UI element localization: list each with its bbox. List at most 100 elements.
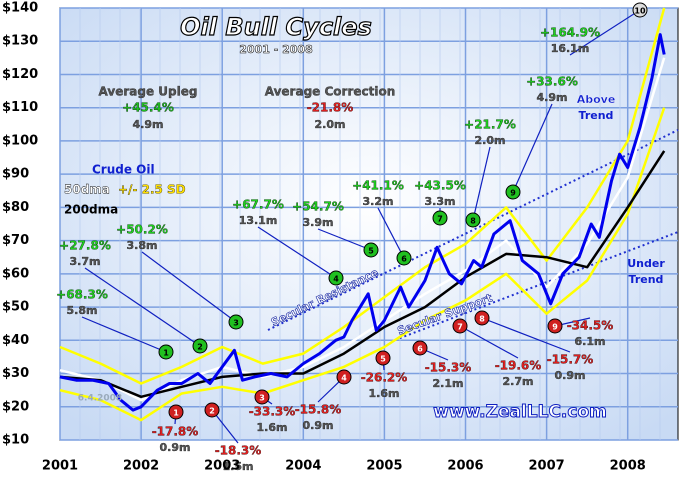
pointer xyxy=(377,207,405,259)
pointer xyxy=(81,316,167,353)
upleg-number: 5 xyxy=(368,247,374,256)
under-trend: Trend xyxy=(629,273,664,286)
correction-marker xyxy=(412,340,428,356)
upleg-marker xyxy=(505,184,521,200)
annotation: +45.4% xyxy=(122,101,174,115)
annotation: +50.2% xyxy=(116,223,168,237)
pointer xyxy=(84,267,201,347)
upleg-number: 3 xyxy=(233,319,239,328)
correction-marker xyxy=(204,402,220,418)
correction-marker xyxy=(336,369,352,385)
upleg-number: 10 xyxy=(634,7,646,16)
y-tick-label: $10 xyxy=(2,433,29,448)
annotation: -15.3% xyxy=(425,361,472,375)
upleg-number: 8 xyxy=(470,217,476,226)
upleg-number: 7 xyxy=(437,215,443,224)
correction-marker xyxy=(474,310,490,326)
correction-number: 2 xyxy=(209,407,215,416)
y-tick-label: $70 xyxy=(2,233,29,248)
annotation: 1.6m xyxy=(257,421,288,434)
annotation: Average Correction xyxy=(265,85,396,99)
annotation: 4.9m xyxy=(133,118,164,131)
upleg-marker xyxy=(396,250,412,266)
annotation: -19.6% xyxy=(495,359,542,373)
y-tick-label: $120 xyxy=(2,67,38,82)
website: www.ZealLLC.com xyxy=(433,402,607,422)
pointer xyxy=(481,317,571,353)
annotation: 3.9m xyxy=(303,216,334,229)
annotation: 16.1m xyxy=(551,42,590,55)
above-trend: Above xyxy=(577,93,616,106)
y-tick-label: $60 xyxy=(2,266,29,281)
correction-number: 8 xyxy=(479,315,485,324)
annotation: 2.0m xyxy=(475,134,506,147)
x-tick-label: 2008 xyxy=(610,459,646,474)
upleg-marker xyxy=(363,242,379,258)
upleg-marker xyxy=(192,338,208,354)
upleg-number: 1 xyxy=(163,349,169,358)
series-line xyxy=(59,7,666,385)
annotation: -21.8% xyxy=(307,101,354,115)
correction-number: 6 xyxy=(417,345,423,354)
y-tick-label: $110 xyxy=(2,100,38,115)
upleg-marker xyxy=(465,212,481,228)
annotation: 2.1m xyxy=(433,377,464,390)
annotation: 3.2m xyxy=(363,195,394,208)
legend-sd: +/- 2.5 SD xyxy=(118,183,186,197)
series-line xyxy=(59,150,666,399)
y-tick-label: $50 xyxy=(2,300,29,315)
x-tick-label: 2007 xyxy=(529,459,565,474)
pointer xyxy=(472,146,491,221)
legend-50dma: 50dma xyxy=(64,183,110,197)
x-tick-label: 2002 xyxy=(123,459,159,474)
upleg-marker xyxy=(158,344,174,360)
annotation: +54.7% xyxy=(292,200,344,214)
x-tick-label: 2006 xyxy=(447,459,483,474)
y-tick-label: $20 xyxy=(2,399,29,414)
annotation: -18.3% xyxy=(215,444,262,458)
annotation: 2.0m xyxy=(315,118,346,131)
annotation: 2.7m xyxy=(503,375,534,388)
correction-marker xyxy=(168,404,184,420)
y-tick-label: $90 xyxy=(2,167,29,182)
annotation: 3.7m xyxy=(70,255,101,268)
legend-200dma: 200dma xyxy=(64,203,118,217)
correction-number: 4 xyxy=(341,374,347,383)
annotation: +43.5% xyxy=(414,179,466,193)
correction-marker xyxy=(547,318,563,334)
annotation: -15.8% xyxy=(295,403,342,417)
upleg-number: 9 xyxy=(510,189,516,198)
correction-number: 5 xyxy=(380,355,386,364)
annotation: -34.5% xyxy=(567,319,614,333)
correction-number: 3 xyxy=(259,394,265,403)
upleg-number: 4 xyxy=(333,275,339,284)
upleg-marker xyxy=(432,210,448,226)
correction-number: 9 xyxy=(552,323,558,332)
pointer xyxy=(257,226,337,279)
pointer xyxy=(141,251,237,323)
pointer xyxy=(569,9,641,56)
correction-marker xyxy=(452,318,468,334)
annotation: 0.9m xyxy=(555,369,586,382)
annotation: -17.8% xyxy=(152,425,199,439)
annotation: 1.6m xyxy=(369,387,400,400)
x-tick-label: 2003 xyxy=(204,459,240,474)
annotation: -33.3% xyxy=(249,405,296,419)
support-line xyxy=(394,231,679,341)
annotation: 13.1m xyxy=(239,214,278,227)
resistance-line xyxy=(267,129,679,331)
chart-subtitle: 2001 - 2008 xyxy=(239,43,312,56)
y-tick-label: $80 xyxy=(2,200,29,215)
upleg-number: 2 xyxy=(197,343,203,352)
x-tick-label: 2004 xyxy=(285,459,321,474)
annotation: 0.9m xyxy=(303,419,334,432)
annotation: 3.3m xyxy=(425,195,456,208)
pointer xyxy=(317,228,372,251)
pointer xyxy=(512,103,553,193)
series-line xyxy=(59,57,666,402)
pointer xyxy=(459,325,519,359)
annotation: -26.2% xyxy=(361,371,408,385)
x-tick-label: 2001 xyxy=(42,459,78,474)
upleg-marker xyxy=(328,270,344,286)
